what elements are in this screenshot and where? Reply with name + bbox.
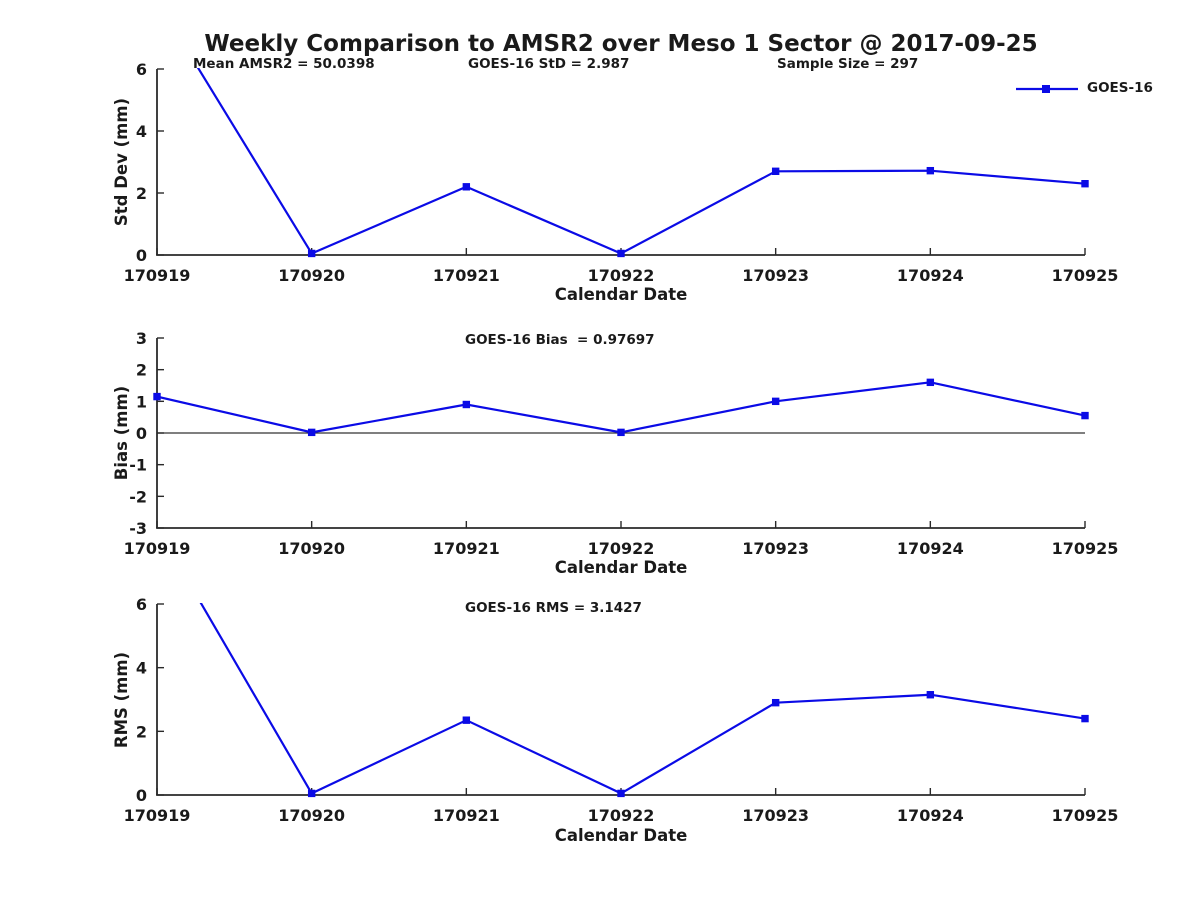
data-point-marker [1081, 714, 1089, 723]
data-point-marker [462, 400, 471, 409]
legend: GOES-16 [1015, 80, 1153, 98]
annotation-goes16-bias: GOES-16 Bias = 0.97697 [465, 332, 655, 348]
annotation-sample-size: Sample Size = 297 [777, 56, 919, 72]
y-tick-label: -1 [129, 456, 147, 475]
data-point-marker [771, 698, 780, 707]
data-point-marker [462, 716, 471, 724]
data-point-marker [307, 428, 316, 437]
x-tick-label: 170923 [742, 539, 809, 558]
y-tick-label: 3 [136, 329, 147, 348]
y-tick-label: 1 [136, 392, 147, 411]
y-tick-label: 6 [136, 595, 147, 614]
data-point-marker [617, 789, 625, 798]
data-point-marker [1081, 411, 1089, 420]
legend-label: GOES-16 [1087, 80, 1153, 97]
series-line-bias [157, 381, 1086, 434]
x-tick-label: 170922 [588, 539, 655, 558]
data-point-marker [771, 397, 780, 406]
x-tick-label: 170923 [742, 266, 809, 285]
x-tick-label: 170920 [278, 266, 345, 285]
y-tick-label: -2 [129, 487, 147, 506]
data-point-marker [926, 691, 935, 699]
x-tick-label: 170919 [124, 806, 191, 825]
data-point-marker [926, 378, 935, 387]
subplot-std-dev: 170919 170920 170921 170922 170923 170924 1709… [124, 60, 1119, 285]
chart-title: Weekly Comparison to AMSR2 over Meso 1 S… [204, 31, 1038, 57]
data-point-marker [617, 428, 625, 437]
y-axis-label-rms: RMS (mm) [111, 651, 131, 749]
y-axis-label-stddev: Std Dev (mm) [111, 97, 131, 227]
data-point-marker [153, 392, 161, 401]
annotation-goes16-rms: GOES-16 RMS = 3.1427 [465, 600, 642, 616]
x-tick-label: 170922 [588, 806, 655, 825]
data-point-marker [926, 166, 935, 175]
annotation-goes16-std: GOES-16 StD = 2.987 [468, 56, 630, 72]
x-tick-label: 170919 [124, 539, 191, 558]
x-tick-label: 170923 [742, 806, 809, 825]
x-axis-label-top: Calendar Date [554, 285, 688, 304]
data-point-marker [617, 249, 625, 258]
data-point-marker [462, 183, 471, 191]
legend-line-marker-icon [1016, 85, 1078, 93]
data-point-marker [307, 249, 316, 258]
x-tick-label: 170925 [1052, 539, 1119, 558]
data-point-marker [771, 167, 780, 175]
x-tick-label: 170921 [433, 806, 500, 825]
x-tick-label: 170922 [588, 266, 655, 285]
x-tick-label: 170924 [897, 266, 964, 285]
x-tick-label: 170924 [897, 806, 964, 825]
x-axis-label-bottom: Calendar Date [554, 826, 688, 845]
y-tick-label: 2 [136, 361, 147, 380]
y-tick-label: -3 [129, 519, 147, 538]
subplot-rms: 170919 170920 170921 170922 170923 170924 1709… [124, 595, 1119, 825]
y-tick-label: 6 [136, 60, 147, 79]
x-tick-label: 170921 [433, 539, 500, 558]
y-tick-label: 4 [136, 659, 147, 678]
x-tick-label: 170921 [433, 266, 500, 285]
subplot-bias: 170919 170920 170921 170922 170923 170924 1709… [124, 329, 1119, 558]
y-axis-label-bias: Bias (mm) [111, 385, 131, 481]
x-tick-label: 170925 [1052, 266, 1119, 285]
x-axis-label-middle: Calendar Date [554, 558, 688, 577]
y-tick-label: 4 [136, 122, 147, 141]
y-tick-label: 2 [136, 184, 147, 203]
y-tick-label: 0 [136, 246, 147, 265]
x-tick-label: 170919 [124, 266, 191, 285]
x-tick-label: 170924 [897, 539, 964, 558]
x-tick-label: 170920 [278, 806, 345, 825]
data-point-marker [1081, 180, 1089, 188]
y-tick-label: 2 [136, 722, 147, 741]
x-tick-label: 170920 [278, 539, 345, 558]
data-point-marker [307, 789, 316, 798]
y-tick-label: 0 [136, 786, 147, 805]
y-tick-label: 0 [136, 424, 147, 443]
annotation-mean-amsr2: Mean AMSR2 = 50.0398 [193, 56, 375, 72]
x-tick-label: 170925 [1052, 806, 1119, 825]
